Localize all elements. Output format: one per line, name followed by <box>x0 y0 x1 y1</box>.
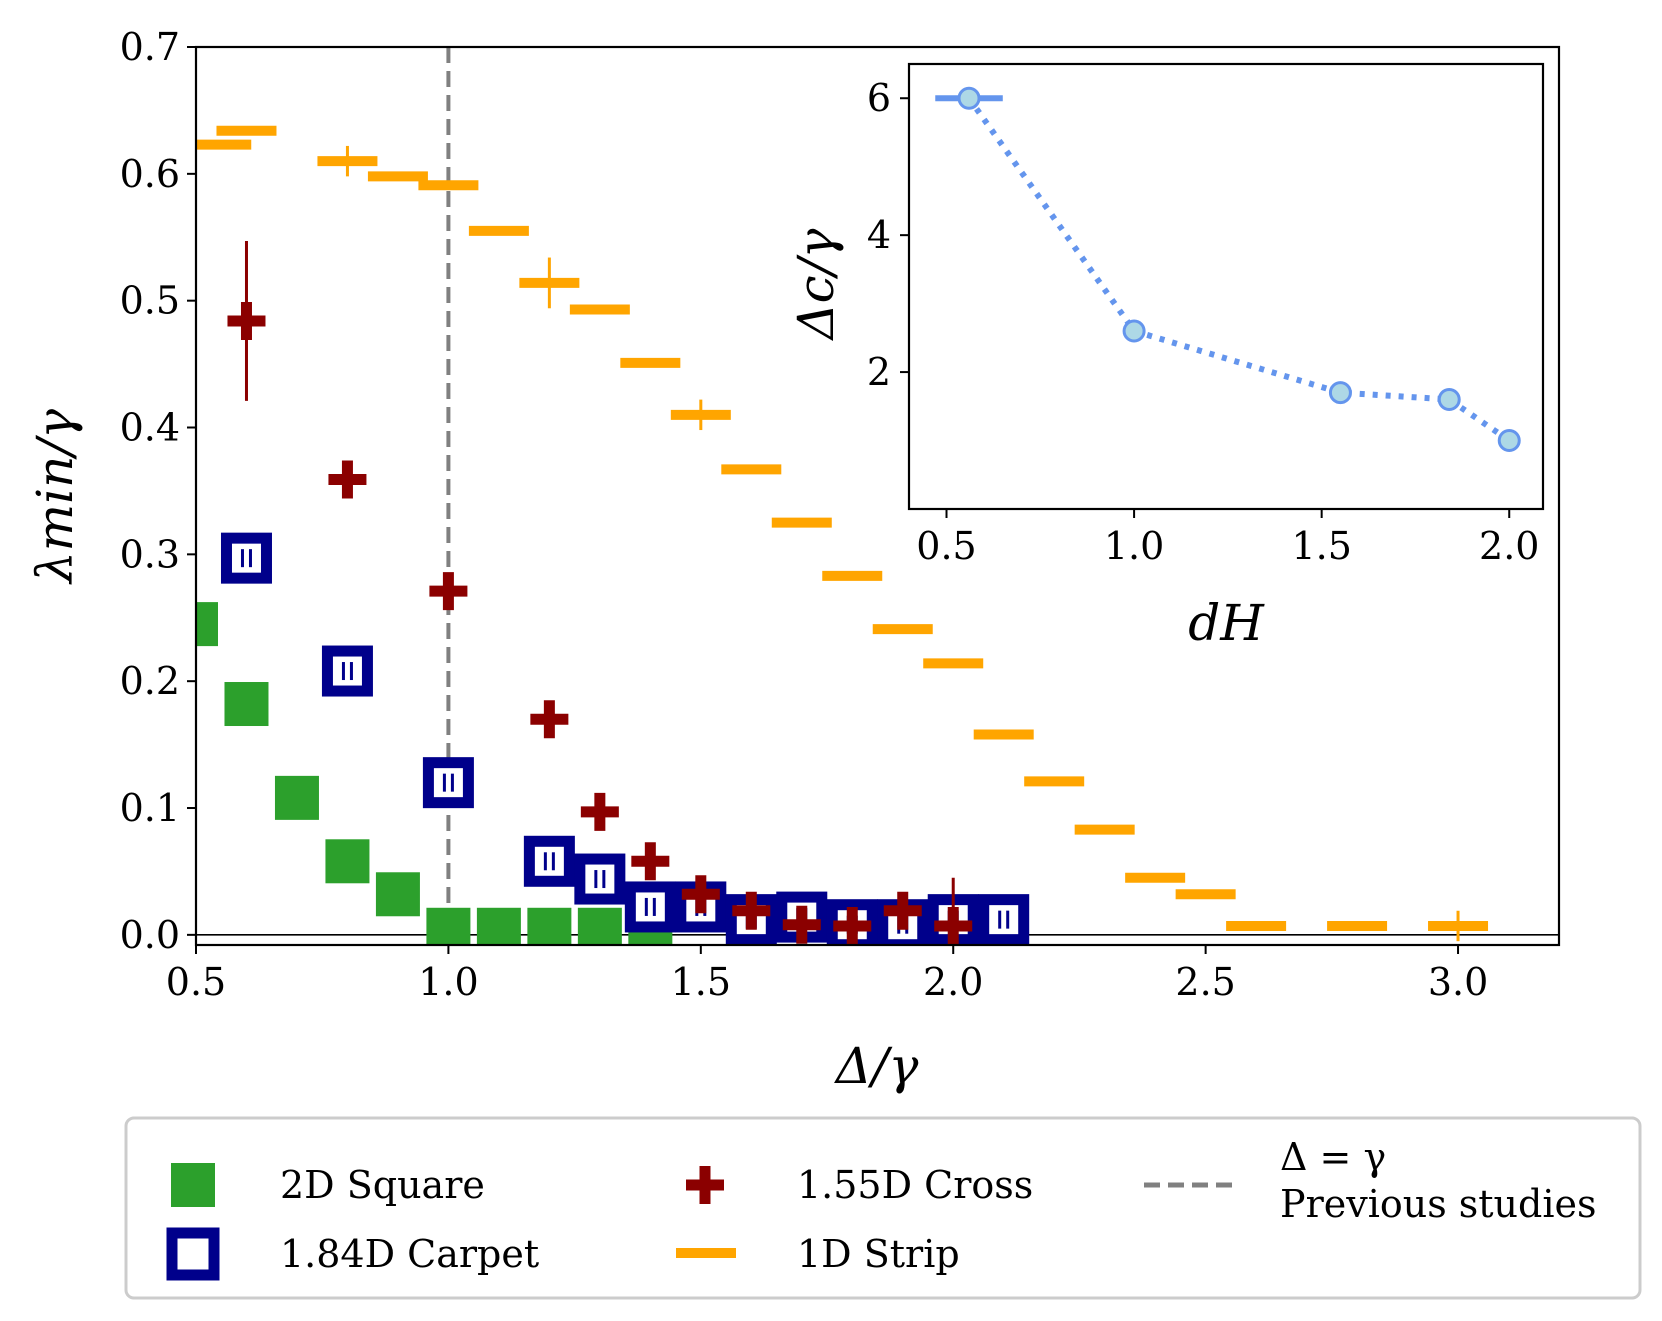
point-1-55d-cross <box>328 460 367 499</box>
inset-series-group <box>935 86 1521 453</box>
x-tick-label: 2.5 <box>1175 960 1235 1004</box>
legend-label-2d-square: 2D Square <box>280 1163 485 1207</box>
series-1d-strip <box>196 125 1489 942</box>
point-1-55d-cross <box>732 891 771 930</box>
inset-y-tick-label: 2 <box>867 350 891 394</box>
point-1-55d-cross <box>833 906 872 945</box>
point-1-84d-carpet <box>321 645 373 697</box>
point-2d-square <box>476 907 521 945</box>
legend-item-strip: 1D Strip <box>676 1232 960 1276</box>
main-plot: 0.5 1.0 1.5 2.0 2.5 3.0 0.0 0.1 0.2 0.3 0.4 0.5 0.6… <box>26 25 1561 1095</box>
inset-point <box>1122 319 1146 343</box>
main-x-axis-label: Δ/γ <box>834 1037 919 1095</box>
point-1-55d-cross <box>580 792 619 831</box>
point-2d-square <box>196 602 218 647</box>
legend-label-previous-studies: Previous studies <box>1280 1182 1597 1226</box>
legend-item-carpet: 1.84D Carpet <box>166 1227 539 1281</box>
y-tick-label: 0.6 <box>120 152 180 196</box>
inset-y-axis: 2 4 6 <box>867 76 909 394</box>
x-tick-label: 0.5 <box>166 960 226 1004</box>
inset-x-tick-label: 0.5 <box>916 524 976 568</box>
legend-label-carpet: 1.84D Carpet <box>280 1232 539 1276</box>
inset-y-tick-label: 4 <box>867 213 891 257</box>
point-1-55d-cross <box>883 891 922 930</box>
y-tick-label: 0.0 <box>120 913 180 957</box>
legend-marker-carpet <box>166 1227 220 1281</box>
point-2d-square <box>224 682 269 727</box>
point-2d-square <box>426 907 471 945</box>
inset-point <box>957 86 981 110</box>
point-1-55d-cross <box>429 572 468 611</box>
point-2d-square <box>274 775 319 820</box>
inset-x-tick-label: 1.5 <box>1291 524 1351 568</box>
main-plot-frame <box>194 45 1561 947</box>
inset-plot-frame <box>907 62 1545 511</box>
legend-marker-2d-square <box>171 1163 215 1207</box>
point-1-55d-cross <box>227 301 266 340</box>
inset-point <box>1497 429 1521 453</box>
main-y-axis-label: λmin/γ <box>26 409 84 585</box>
point-1-84d-carpet <box>220 532 272 584</box>
point-1-55d-cross <box>681 875 720 914</box>
point-1-55d-cross <box>530 700 569 739</box>
x-tick-label: 2.0 <box>923 960 983 1004</box>
point-1-84d-carpet <box>978 894 1030 945</box>
point-1-55d-cross <box>631 842 670 881</box>
x-tick-label: 1.5 <box>671 960 731 1004</box>
point-1-84d-carpet <box>422 757 474 809</box>
inset-y-tick-label: 6 <box>867 76 891 120</box>
y-tick-label: 0.4 <box>120 406 180 450</box>
y-tick-label: 0.5 <box>120 279 180 323</box>
legend: 2D Square 1.84D Carpet 1.55D Cross 1D St… <box>124 1116 1642 1300</box>
inset-y-axis-label: Δc/γ <box>787 228 845 341</box>
point-1-84d-carpet <box>624 881 676 933</box>
inset-point <box>1437 387 1461 411</box>
inset-background <box>909 64 1543 509</box>
legend-frame <box>124 1116 1642 1300</box>
inset-x-tick-label: 2.0 <box>1479 524 1539 568</box>
inset-series-line <box>935 86 1521 453</box>
legend-item-2d-square: 2D Square <box>171 1163 485 1207</box>
y-tick-label: 0.7 <box>120 25 180 69</box>
legend-label-cross: 1.55D Cross <box>797 1163 1033 1207</box>
point-2d-square <box>577 907 622 945</box>
main-series-group <box>196 125 1489 945</box>
legend-item-delta-equals-gamma: Δ = γ Previous studies <box>1144 1135 1597 1226</box>
series-1-55d-cross <box>227 241 973 945</box>
x-tick-label: 3.0 <box>1428 960 1488 1004</box>
inset-x-axis: 0.5 1.0 1.5 2.0 <box>916 509 1539 568</box>
legend-label-strip: 1D Strip <box>797 1232 960 1276</box>
series-2d-square <box>196 602 673 945</box>
y-tick-label: 0.2 <box>120 659 180 703</box>
point-1-84d-carpet <box>574 853 626 905</box>
point-1-55d-cross <box>782 905 821 944</box>
main-y-axis: 0.0 0.1 0.2 0.3 0.4 0.5 0.6 0.7 <box>120 25 196 957</box>
y-tick-label: 0.3 <box>120 532 180 576</box>
y-tick-label: 0.1 <box>120 786 180 830</box>
point-2d-square <box>527 907 572 945</box>
main-x-axis: 0.5 1.0 1.5 2.0 2.5 3.0 <box>166 945 1488 1004</box>
legend-marker-cross <box>686 1166 724 1204</box>
point-1-84d-carpet <box>523 835 575 887</box>
point-2d-square <box>375 872 420 917</box>
x-tick-label: 1.0 <box>418 960 478 1004</box>
inset-plot: 0.5 1.0 1.5 2.0 2 4 6 dH Δc/γ <box>787 62 1545 652</box>
inset-point <box>1328 381 1352 405</box>
legend-label-delta-equals-gamma: Δ = γ <box>1280 1135 1386 1179</box>
point-1-55d-cross <box>934 906 973 945</box>
point-2d-square <box>325 839 370 884</box>
inset-x-axis-label: dH <box>1188 594 1265 652</box>
legend-item-cross: 1.55D Cross <box>686 1163 1033 1207</box>
inset-x-tick-label: 1.0 <box>1104 524 1164 568</box>
series-1-84d-carpet <box>220 532 1030 945</box>
